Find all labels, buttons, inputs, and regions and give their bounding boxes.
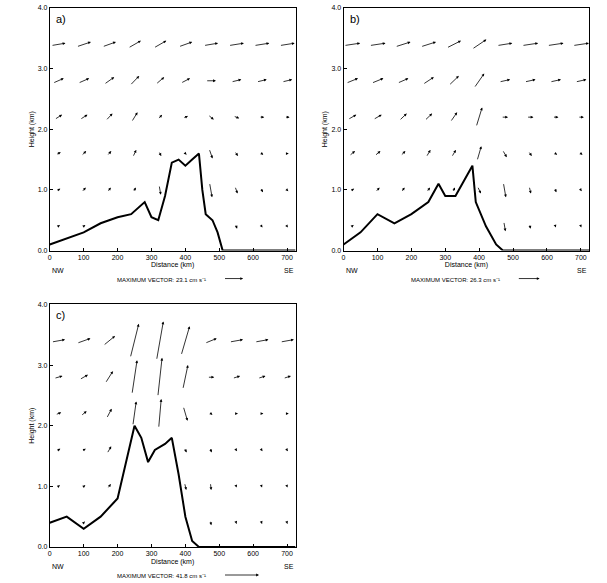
svg-text:700: 700 <box>281 254 293 261</box>
svg-text:1.0: 1.0 <box>38 186 48 193</box>
svg-text:c): c) <box>56 309 65 321</box>
svg-text:400: 400 <box>180 254 192 261</box>
svg-text:0.0: 0.0 <box>331 247 341 254</box>
svg-text:200: 200 <box>406 254 418 261</box>
svg-text:0: 0 <box>48 550 52 557</box>
svg-text:Distance (km): Distance (km) <box>151 558 194 566</box>
svg-text:MAXIMUM VECTOR: 23.1 cm s⁻¹: MAXIMUM VECTOR: 23.1 cm s⁻¹ <box>117 277 206 283</box>
svg-text:100: 100 <box>372 254 384 261</box>
svg-text:SE: SE <box>577 267 587 274</box>
svg-text:300: 300 <box>146 254 158 261</box>
svg-text:Height (km): Height (km) <box>28 408 36 444</box>
svg-text:4.0: 4.0 <box>38 4 48 11</box>
svg-text:0.0: 0.0 <box>38 247 48 254</box>
svg-text:2.0: 2.0 <box>38 126 48 133</box>
svg-text:400: 400 <box>180 550 192 557</box>
svg-text:700: 700 <box>281 550 293 557</box>
svg-text:0.0: 0.0 <box>38 543 48 550</box>
svg-text:MAXIMUM VECTOR: 41.8 cm s⁻¹: MAXIMUM VECTOR: 41.8 cm s⁻¹ <box>117 573 206 579</box>
svg-text:b): b) <box>350 13 360 25</box>
svg-text:Distance (km): Distance (km) <box>151 261 194 269</box>
svg-text:4.0: 4.0 <box>38 301 48 308</box>
svg-text:500: 500 <box>213 254 225 261</box>
svg-text:1.0: 1.0 <box>38 483 48 490</box>
svg-text:400: 400 <box>473 254 485 261</box>
svg-text:3.0: 3.0 <box>331 65 341 72</box>
svg-text:100: 100 <box>78 550 90 557</box>
svg-text:200: 200 <box>112 254 124 261</box>
svg-text:300: 300 <box>146 550 158 557</box>
svg-text:Height (km): Height (km) <box>321 111 329 147</box>
svg-text:500: 500 <box>507 254 519 261</box>
svg-text:500: 500 <box>213 550 225 557</box>
svg-text:NW: NW <box>52 563 64 570</box>
svg-text:300: 300 <box>439 254 451 261</box>
svg-text:2.0: 2.0 <box>331 126 341 133</box>
svg-text:SE: SE <box>284 267 294 274</box>
svg-text:100: 100 <box>78 254 90 261</box>
svg-text:3.0: 3.0 <box>38 65 48 72</box>
svg-text:3.0: 3.0 <box>38 362 48 369</box>
svg-text:600: 600 <box>247 550 259 557</box>
svg-text:4.0: 4.0 <box>331 4 341 11</box>
svg-text:600: 600 <box>247 254 259 261</box>
svg-text:1.0: 1.0 <box>331 186 341 193</box>
svg-text:a): a) <box>56 13 66 25</box>
svg-text:0: 0 <box>48 254 52 261</box>
svg-text:Distance (km): Distance (km) <box>445 261 488 269</box>
svg-text:0: 0 <box>342 254 346 261</box>
svg-text:700: 700 <box>575 254 587 261</box>
svg-text:MAXIMUM VECTOR: 26.3 cm s⁻¹: MAXIMUM VECTOR: 26.3 cm s⁻¹ <box>411 277 500 283</box>
svg-text:200: 200 <box>112 550 124 557</box>
svg-text:NW: NW <box>346 267 358 274</box>
svg-text:Height (km): Height (km) <box>28 111 36 147</box>
svg-text:2.0: 2.0 <box>38 422 48 429</box>
svg-text:600: 600 <box>541 254 553 261</box>
svg-text:NW: NW <box>52 267 64 274</box>
svg-text:SE: SE <box>284 563 294 570</box>
